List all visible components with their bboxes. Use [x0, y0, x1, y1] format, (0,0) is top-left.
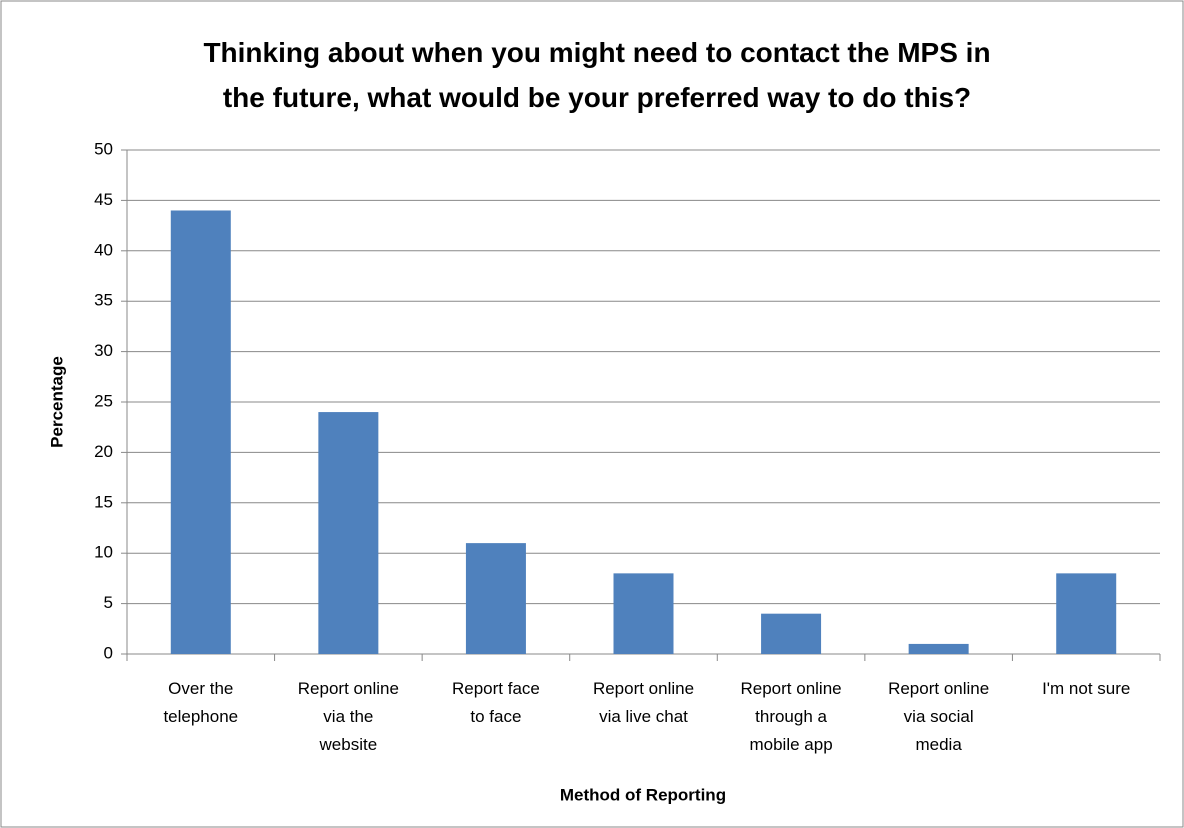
bar — [465, 543, 526, 654]
y-tick-label: 45 — [94, 190, 113, 209]
x-tick-label: Over the telephone — [163, 679, 238, 726]
y-tick-label: 30 — [94, 341, 113, 360]
y-axis-title: Percentage — [47, 356, 66, 448]
bar — [318, 412, 379, 654]
y-tick-label: 50 — [94, 139, 113, 158]
y-tick-label: 15 — [94, 492, 113, 511]
y-tick-label: 0 — [104, 643, 113, 662]
y-tick-label: 5 — [104, 593, 113, 612]
x-tick-label: I'm not sure — [1042, 679, 1130, 698]
x-tick-label: Report online through a mobile app — [741, 679, 842, 754]
bar — [1056, 573, 1117, 654]
x-axis-title: Method of Reporting — [560, 785, 726, 804]
x-tick-label: Report face to face — [452, 679, 540, 726]
y-tick-label: 35 — [94, 291, 113, 310]
y-tick-label: 40 — [94, 240, 113, 259]
x-tick-label: Report online via the website — [298, 679, 399, 754]
chart-title: Thinking about when you might need to co… — [203, 37, 990, 113]
bar — [761, 613, 822, 654]
y-tick-label: 20 — [94, 442, 113, 461]
bar — [170, 210, 231, 655]
bar — [908, 643, 969, 654]
y-tick-label: 10 — [94, 543, 113, 562]
y-tick-label: 25 — [94, 391, 113, 410]
x-tick-label: Report online via live chat — [593, 679, 694, 726]
x-tick-label: Report online via social media — [888, 679, 989, 754]
bar — [613, 573, 674, 654]
